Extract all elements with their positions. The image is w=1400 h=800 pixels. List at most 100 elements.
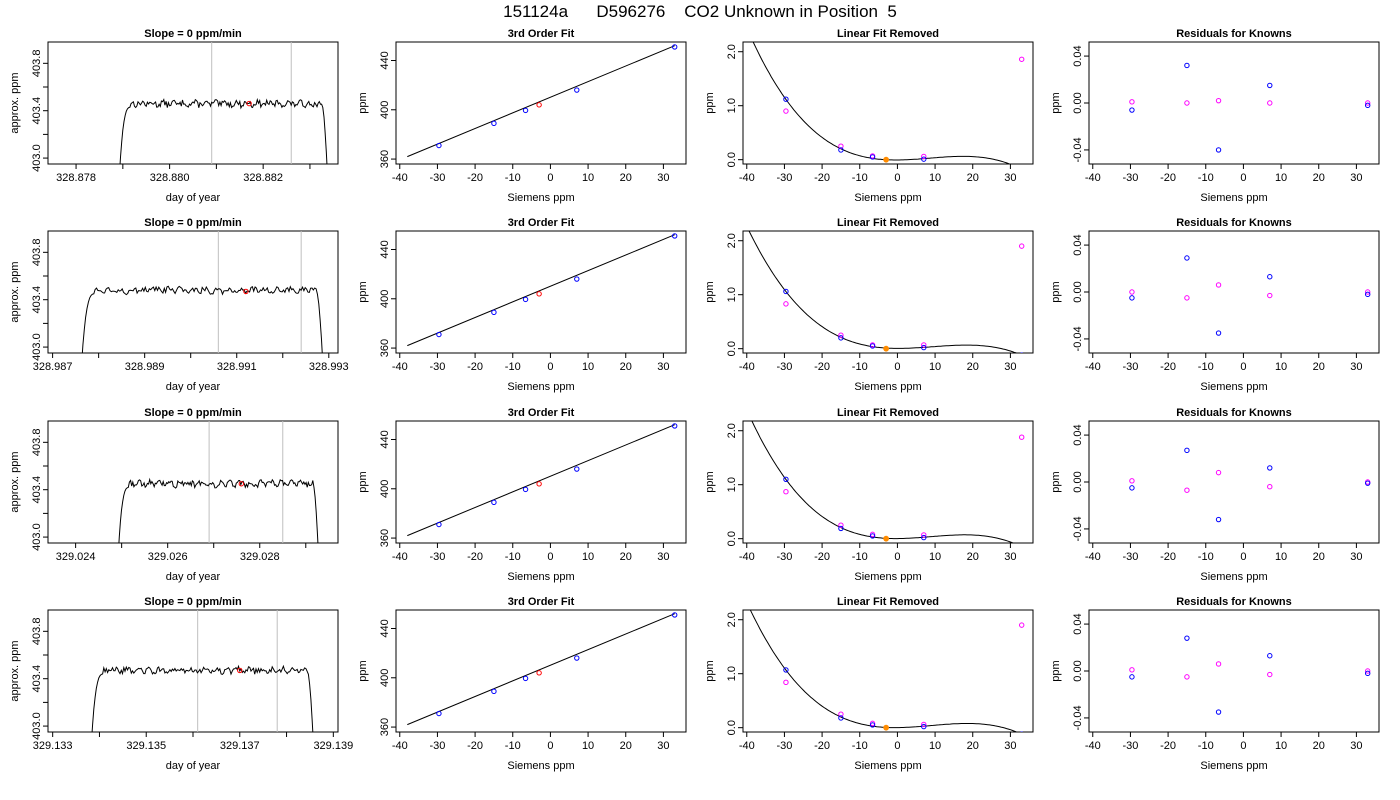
y-axis-label: ppm [357, 281, 369, 302]
chart-panel: Slope = 0 ppm/min 329.133 329.135 329.137 32… [9, 596, 353, 772]
x-tick-label: 30 [1004, 361, 1016, 373]
x-tick-label: 30 [1350, 361, 1362, 373]
x-tick-label: -40 [1085, 361, 1101, 373]
unknown-marker [243, 288, 249, 295]
unknown-point [536, 670, 542, 676]
y-tick-label: 403.8 [31, 239, 43, 267]
x-axis-label: day of year [166, 192, 221, 204]
x-tick-label: -10 [505, 551, 521, 563]
x-tick-label: 20 [620, 172, 632, 184]
x-tick-label: -20 [1160, 740, 1176, 752]
y-axis-label: ppm [704, 471, 716, 492]
x-tick-label: -10 [1198, 361, 1214, 373]
known-point [574, 87, 580, 93]
data-layer [407, 612, 678, 726]
plot-frame [47, 420, 339, 544]
chart-title: 3rd Order Fit [508, 28, 575, 40]
y-tick-label: 403.0 [31, 144, 43, 172]
data-layer [751, 421, 1025, 543]
y-axis-label: approx. ppm [9, 72, 21, 133]
y-tick-label: 403.4 [31, 665, 43, 693]
plot-frame [395, 609, 687, 733]
fit-point [921, 153, 927, 160]
x-tick-label: -10 [852, 740, 868, 752]
y-tick-label: 403.0 [31, 333, 43, 361]
fit-curve [752, 42, 1012, 164]
chart-panel: 3rd Order Fit -40 -30 -20 -10 0 10 20 30 360 400 44… [357, 407, 687, 583]
data-layer [118, 421, 319, 543]
y-tick-label: 2.0 [726, 44, 738, 59]
known-point [522, 675, 529, 682]
chart-panel: Linear Fit Removed -40 -30 -20 -10 0 10 20 30 0.0… [704, 217, 1034, 393]
data-layer [1129, 635, 1371, 715]
x-tick-label: -20 [814, 172, 830, 184]
known-point [1267, 465, 1273, 471]
plot-frame [1088, 420, 1380, 544]
x-tick-label: 329.028 [240, 551, 280, 563]
known-point [1129, 674, 1135, 680]
data-layer [748, 231, 1025, 353]
fit-point [1019, 243, 1025, 249]
known-point [921, 723, 927, 730]
x-tick-label: -10 [852, 361, 868, 373]
y-tick-label: 0.0 [726, 531, 738, 546]
chart-title: Slope = 0 ppm/min [144, 596, 242, 608]
x-tick-label: 10 [929, 361, 941, 373]
y-tick-label: -0.04 [1072, 705, 1084, 730]
known-point [522, 486, 529, 493]
chart-panel: Residuals for Knowns -40 -30 -20 -10 0 10 20 30 -… [1050, 217, 1380, 393]
y-tick-label: 400 [379, 669, 391, 687]
fit-point [1215, 97, 1222, 104]
x-axis-label: Siemens ppm [854, 381, 921, 393]
known-point [574, 655, 580, 661]
y-tick-label: 440 [379, 430, 391, 448]
y-axis-label: approx. ppm [9, 451, 21, 512]
x-axis-label: day of year [166, 571, 221, 583]
x-tick-label: -40 [392, 740, 408, 752]
y-axis-label: approx. ppm [9, 640, 21, 701]
fit-point [1365, 668, 1371, 674]
fit-point [1129, 667, 1135, 673]
plot-frame [395, 420, 687, 544]
y-tick-label: 403.0 [31, 712, 43, 740]
y-tick-label: 400 [379, 290, 391, 308]
y-tick-label: 1.0 [726, 98, 738, 113]
x-tick-label: -40 [739, 740, 755, 752]
fit-curve [749, 610, 1018, 732]
x-tick-label: -10 [505, 740, 521, 752]
y-tick-label: 0.0 [726, 720, 738, 735]
data-layer [81, 231, 323, 353]
y-tick-label: -0.04 [1072, 326, 1084, 351]
x-tick-label: 10 [582, 361, 594, 373]
x-tick-label: 30 [657, 740, 669, 752]
y-tick-label: 0.00 [1072, 92, 1084, 113]
known-point [491, 309, 497, 316]
plot-frame [1088, 41, 1380, 165]
page-title: 151124a D596276 CO2 Unknown in Position … [503, 2, 897, 21]
fit-point [1129, 289, 1135, 295]
x-tick-label: -30 [429, 740, 445, 752]
x-tick-label: 329.139 [313, 740, 353, 752]
y-tick-label: 2.0 [726, 233, 738, 248]
known-point [1365, 480, 1371, 486]
y-tick-label: 403.8 [31, 429, 43, 457]
y-tick-label: 440 [379, 240, 391, 258]
known-point [869, 343, 876, 349]
fit-point [1215, 661, 1222, 667]
x-tick-label: 30 [657, 172, 669, 184]
x-tick-label: 0 [1240, 551, 1246, 563]
chart-panel: Residuals for Knowns -40 -30 -20 -10 0 10 20 30 -… [1050, 407, 1380, 583]
chart-title: 3rd Order Fit [508, 217, 575, 229]
x-tick-label: 329.026 [148, 551, 188, 563]
x-tick-label: -40 [392, 172, 408, 184]
y-tick-label: 360 [379, 150, 391, 168]
y-tick-label: 1.0 [726, 666, 738, 681]
data-layer [407, 233, 678, 347]
x-tick-label: 10 [1275, 361, 1287, 373]
x-tick-label: 30 [1004, 551, 1016, 563]
chart-title: Linear Fit Removed [837, 217, 939, 229]
x-tick-label: -40 [392, 361, 408, 373]
plot-frame [742, 41, 1034, 165]
x-tick-label: 20 [1313, 551, 1325, 563]
